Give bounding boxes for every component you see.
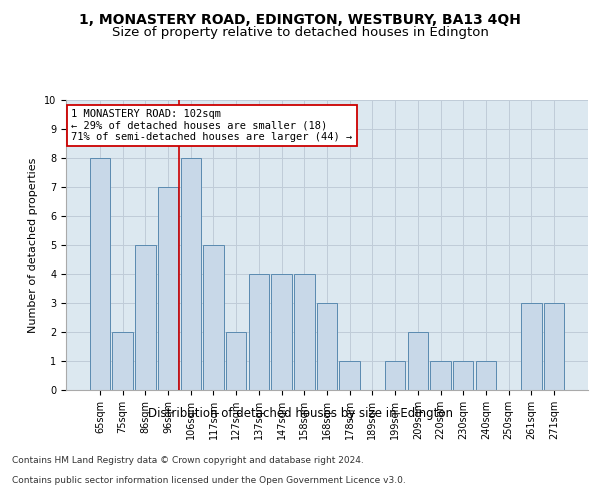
Bar (317, 303, 337, 390)
Bar (203, 245, 224, 390)
Bar (544, 303, 564, 390)
Bar (112, 332, 133, 390)
Text: 1 MONASTERY ROAD: 102sqm
← 29% of detached houses are smaller (18)
71% of semi-d: 1 MONASTERY ROAD: 102sqm ← 29% of detach… (71, 108, 352, 142)
Y-axis label: Number of detached properties: Number of detached properties (28, 158, 38, 332)
Bar (340, 361, 360, 390)
Bar (476, 361, 496, 390)
Bar (248, 274, 269, 390)
Bar (90, 158, 110, 390)
Text: Contains HM Land Registry data © Crown copyright and database right 2024.: Contains HM Land Registry data © Crown c… (12, 456, 364, 465)
Bar (226, 332, 247, 390)
Text: Contains public sector information licensed under the Open Government Licence v3: Contains public sector information licen… (12, 476, 406, 485)
Text: Size of property relative to detached houses in Edington: Size of property relative to detached ho… (112, 26, 488, 39)
Bar (158, 187, 178, 390)
Bar (271, 274, 292, 390)
Bar (385, 361, 406, 390)
Bar (181, 158, 201, 390)
Bar (430, 361, 451, 390)
Bar (135, 245, 155, 390)
Text: 1, MONASTERY ROAD, EDINGTON, WESTBURY, BA13 4QH: 1, MONASTERY ROAD, EDINGTON, WESTBURY, B… (79, 12, 521, 26)
Bar (521, 303, 542, 390)
Text: Distribution of detached houses by size in Edington: Distribution of detached houses by size … (148, 408, 452, 420)
Bar (407, 332, 428, 390)
Bar (453, 361, 473, 390)
Bar (294, 274, 314, 390)
